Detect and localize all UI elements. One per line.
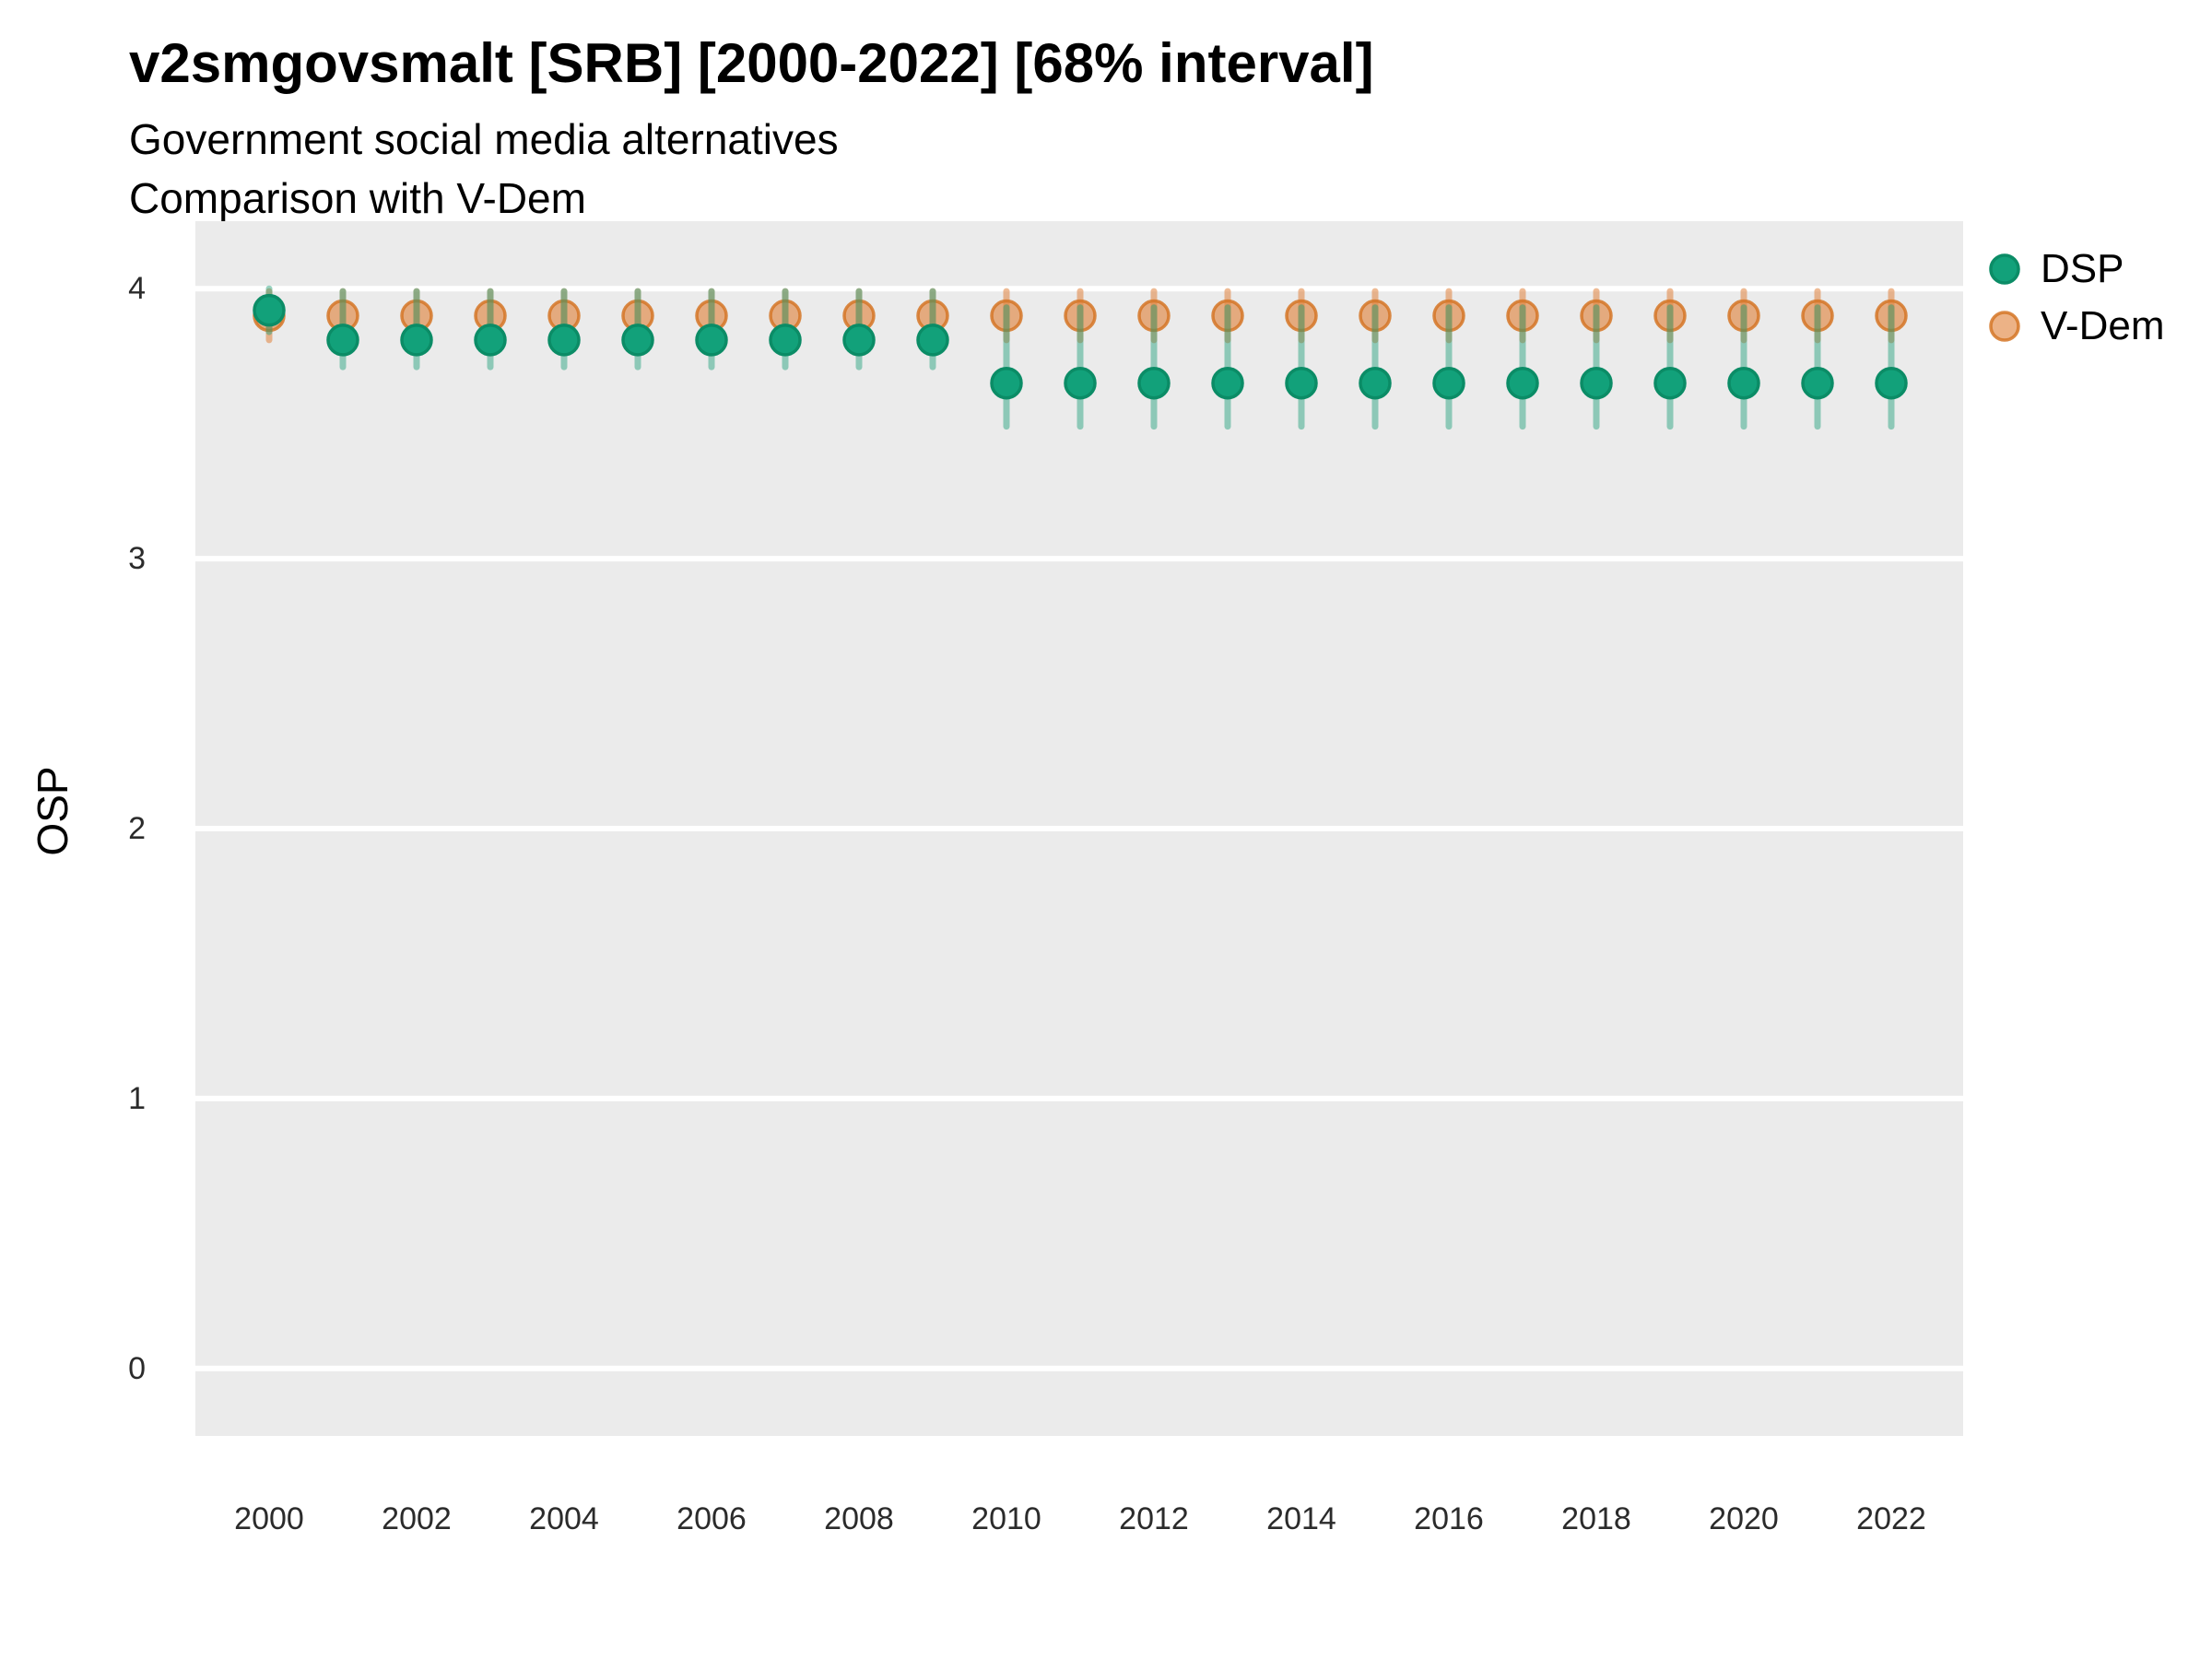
- vdem-point: [1653, 299, 1687, 333]
- x-tick-label: 2022: [1856, 1501, 1926, 1536]
- legend-item: DSP: [1983, 246, 2164, 291]
- chart-title: v2smgovsmalt [SRB] [2000-2022] [68% inte…: [129, 32, 1374, 94]
- vdem-legend-swatch: [1989, 311, 2020, 342]
- dsp-point: [1211, 366, 1244, 400]
- y-tick-label: 1: [128, 1080, 146, 1116]
- x-tick-label: 2004: [529, 1501, 599, 1536]
- dsp-point: [769, 324, 802, 357]
- dsp-point: [547, 324, 581, 357]
- dsp-point: [1137, 366, 1171, 400]
- y-tick-label: 4: [128, 271, 146, 307]
- dsp-point: [990, 366, 1023, 400]
- x-tick-label: 2012: [1119, 1501, 1189, 1536]
- dsp-point: [253, 293, 286, 327]
- dsp-point: [326, 324, 359, 357]
- x-tick-label: 2018: [1561, 1501, 1631, 1536]
- dsp-point: [1506, 366, 1539, 400]
- vdem-point: [1875, 299, 1908, 333]
- dsp-point: [842, 324, 876, 357]
- dsp-point: [1653, 366, 1687, 400]
- legend-label: V-Dem: [2041, 303, 2165, 348]
- legend: DSP V-Dem: [1983, 246, 2165, 348]
- dsp-point: [400, 324, 433, 357]
- vdem-point: [1359, 299, 1392, 333]
- y-tick-label: 2: [128, 811, 146, 846]
- dsp-point: [916, 324, 949, 357]
- x-tick-label: 2002: [382, 1501, 452, 1536]
- dsp-point: [1875, 366, 1908, 400]
- x-tick-label: 2014: [1266, 1501, 1336, 1536]
- dsp-point: [1432, 366, 1465, 400]
- vdem-point: [1064, 299, 1097, 333]
- vdem-point: [1137, 299, 1171, 333]
- x-tick-label: 2010: [971, 1501, 1041, 1536]
- chart-subtitle-line2: Comparison with V-Dem: [129, 174, 586, 222]
- dsp-point: [695, 324, 728, 357]
- x-tick-label: 2000: [234, 1501, 304, 1536]
- dsp-point: [1285, 366, 1318, 400]
- dsp-point: [1727, 366, 1760, 400]
- vdem-point: [1506, 299, 1539, 333]
- dsp-point: [474, 324, 507, 357]
- y-tick-label: 3: [128, 541, 146, 577]
- legend-item: V-Dem: [1983, 303, 2165, 348]
- dsp-legend-swatch: [1989, 253, 2020, 285]
- legend-label: DSP: [2041, 246, 2124, 291]
- dsp-point: [1359, 366, 1392, 400]
- x-tick-label: 2008: [824, 1501, 894, 1536]
- y-tick-label: 0: [128, 1350, 146, 1386]
- vdem-point: [1211, 299, 1244, 333]
- vdem-point: [1727, 299, 1760, 333]
- vdem-point: [990, 299, 1023, 333]
- dsp-point: [1801, 366, 1834, 400]
- x-tick-label: 2016: [1414, 1501, 1484, 1536]
- dsp-point: [1580, 366, 1613, 400]
- vdem-point: [1580, 299, 1613, 333]
- dsp-point: [621, 324, 654, 357]
- dsp-point: [1064, 366, 1097, 400]
- chart-subtitle-line1: Government social media alternatives: [129, 115, 839, 163]
- x-tick-label: 2020: [1709, 1501, 1779, 1536]
- vdem-point: [1801, 299, 1834, 333]
- vdem-point: [1432, 299, 1465, 333]
- vdem-point: [1285, 299, 1318, 333]
- x-tick-label: 2006: [677, 1501, 747, 1536]
